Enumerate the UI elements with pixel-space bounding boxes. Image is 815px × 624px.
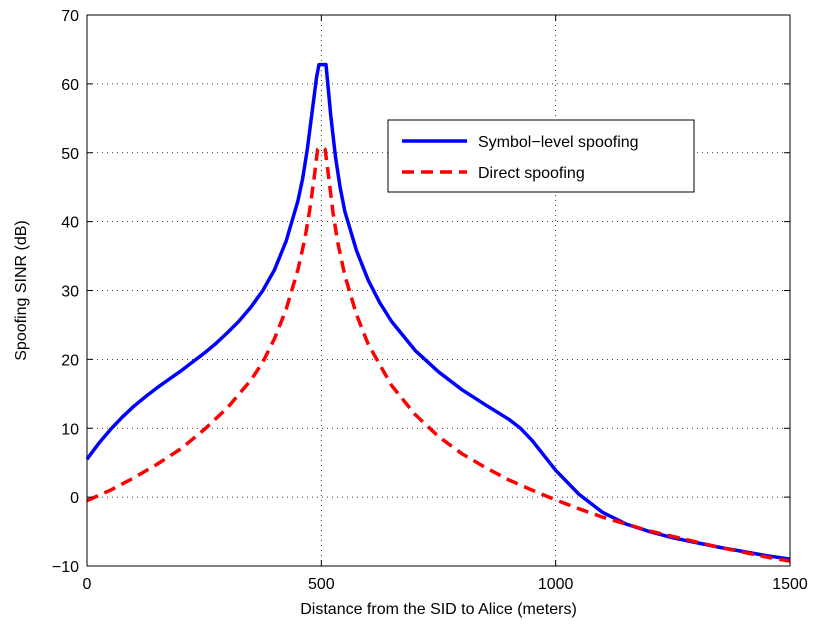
x-tick-label: 1000 <box>538 576 574 593</box>
legend: Symbol−level spoofing Direct spoofing <box>387 119 695 193</box>
legend-label-direct: Direct spoofing <box>478 165 585 182</box>
y-axis-label: Spoofing SINR (dB) <box>13 220 30 361</box>
y-tick-label: 10 <box>61 421 79 438</box>
y-tick-label: 40 <box>61 215 79 232</box>
grid-layer <box>87 15 790 566</box>
y-tick-label: −10 <box>52 559 79 576</box>
x-tick-label: 1500 <box>772 576 808 593</box>
y-tick-label: 30 <box>61 284 79 301</box>
series-layer <box>85 62 791 563</box>
y-tick-label: 0 <box>70 490 79 507</box>
x-tick-label: 500 <box>308 576 335 593</box>
y-tick-label: 70 <box>61 8 79 25</box>
y-tick-label: 50 <box>61 146 79 163</box>
y-tick-label: 20 <box>61 352 79 369</box>
legend-label-symbol-level: Symbol−level spoofing <box>478 134 639 151</box>
series-line-direct <box>86 145 791 563</box>
y-tick-label: 60 <box>61 77 79 94</box>
x-axis-label: Distance from the SID to Alice (meters) <box>300 601 577 618</box>
series-line-symbol-level <box>85 62 791 561</box>
legend-box <box>387 119 695 193</box>
x-tick-label: 0 <box>83 576 92 593</box>
